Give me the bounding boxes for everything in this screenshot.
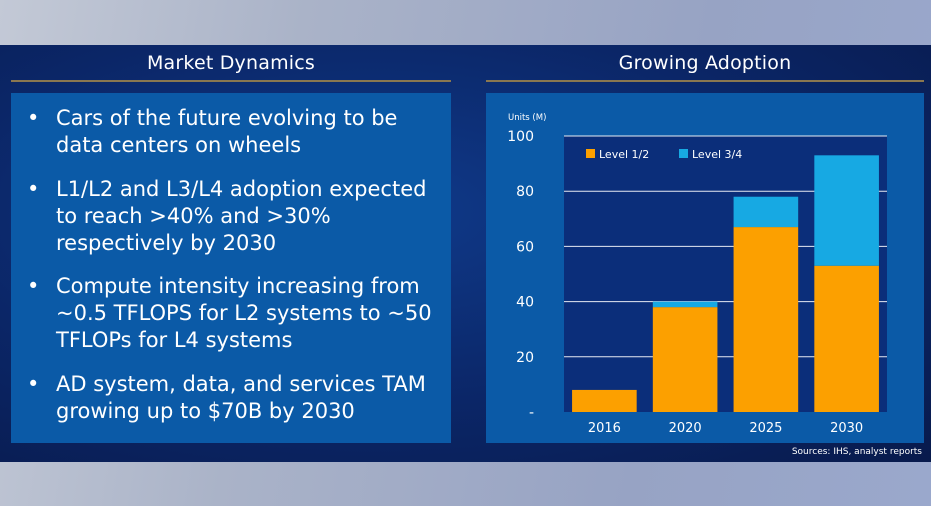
bullet-dot-icon: • bbox=[27, 372, 40, 396]
market-dynamics-divider bbox=[11, 80, 451, 82]
y-tick-label: 80 bbox=[516, 184, 534, 200]
y-tick-label: 20 bbox=[516, 350, 534, 366]
growing-adoption-divider bbox=[486, 80, 924, 82]
slide: Market Dynamics Growing Adoption • Cars … bbox=[0, 45, 931, 462]
y-tick-label: - bbox=[529, 405, 534, 421]
y-tick-label: 100 bbox=[507, 129, 534, 145]
bar-segment bbox=[814, 265, 879, 412]
x-tick-label: 2020 bbox=[669, 421, 702, 436]
bullet-dot-icon: • bbox=[27, 274, 40, 298]
bullet-dot-icon: • bbox=[27, 177, 40, 201]
bar-segment bbox=[814, 155, 879, 266]
market-dynamics-panel: • Cars of the future evolving to be data… bbox=[11, 93, 451, 443]
market-dynamics-title: Market Dynamics bbox=[146, 52, 316, 74]
legend-label: Level 1/2 bbox=[599, 148, 649, 161]
bullet-text: L1/L2 and L3/L4 adoption expected to rea… bbox=[56, 177, 427, 255]
growing-adoption-panel: -20 40 60 80 100 2016 2020 2025 2030 Units (M) … bbox=[486, 93, 924, 443]
bars bbox=[572, 155, 879, 412]
y-axis-label: Units (M) bbox=[508, 113, 546, 123]
legend-swatch bbox=[679, 149, 688, 158]
bullet-text: Compute intensity increasing from ~0.5 T… bbox=[56, 274, 432, 352]
x-tick-labels: 2016 2020 2025 2030 bbox=[588, 421, 863, 436]
x-tick-label: 2016 bbox=[588, 421, 621, 436]
y-tick-label: 60 bbox=[516, 239, 534, 255]
growing-adoption-title: Growing Adoption bbox=[618, 52, 792, 74]
x-tick-label: 2030 bbox=[830, 421, 863, 436]
legend-swatch bbox=[586, 149, 595, 158]
x-tick-label: 2025 bbox=[749, 421, 782, 436]
bullet-text: AD system, data, and services TAM growin… bbox=[56, 372, 426, 423]
bar-segment bbox=[733, 227, 799, 412]
sources-note: Sources: IHS, analyst reports bbox=[791, 447, 922, 457]
legend: Level 1/2 Level 3/4 bbox=[586, 148, 742, 161]
bar-segment bbox=[652, 307, 718, 412]
bar-segment bbox=[572, 389, 637, 412]
legend-label: Level 3/4 bbox=[692, 148, 742, 161]
bar-segment bbox=[652, 301, 718, 308]
y-tick-labels: - 20 40 60 80 100 bbox=[507, 129, 534, 421]
y-tick-label: 40 bbox=[516, 295, 534, 311]
bar-segment bbox=[733, 196, 799, 228]
bullet-text: Cars of the future evolving to be data c… bbox=[56, 106, 398, 157]
bullet-dot-icon: • bbox=[27, 106, 40, 130]
